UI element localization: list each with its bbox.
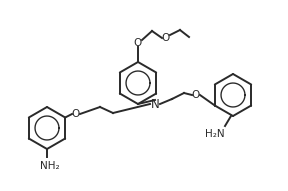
Text: O: O bbox=[134, 38, 142, 48]
Text: O: O bbox=[72, 109, 80, 119]
Text: O: O bbox=[192, 90, 200, 100]
Text: NH₂: NH₂ bbox=[40, 161, 60, 171]
Text: H₂N: H₂N bbox=[205, 129, 225, 139]
Text: O: O bbox=[162, 33, 170, 43]
Text: N: N bbox=[151, 97, 159, 111]
